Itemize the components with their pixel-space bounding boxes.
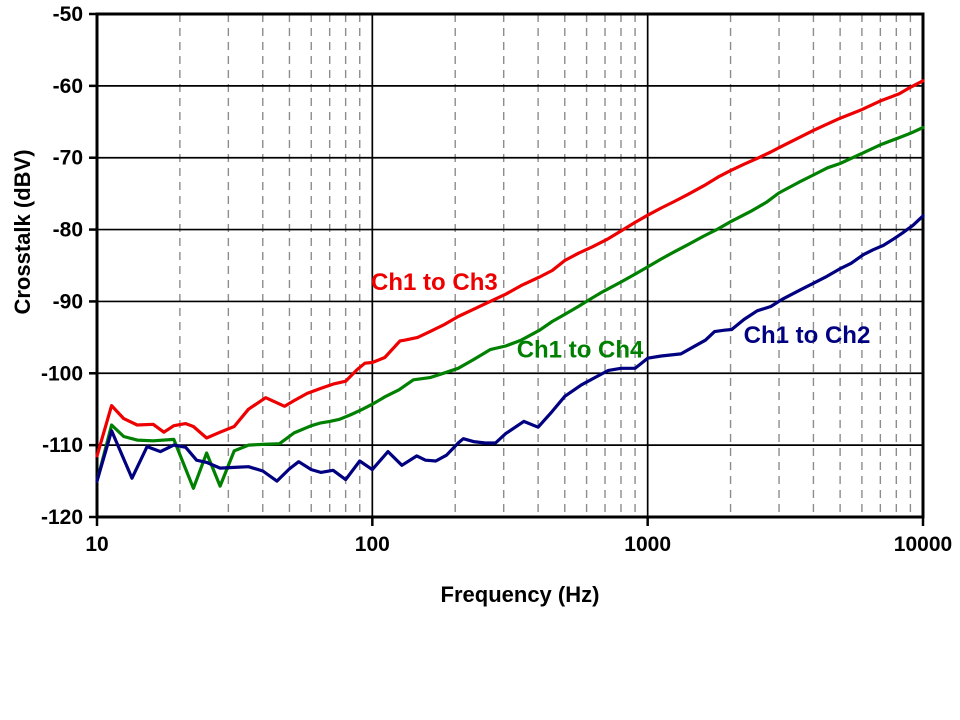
x-axis-title: Frequency (Hz) (441, 582, 600, 607)
plot-border (95, 12, 925, 519)
plot-border-rect (95, 12, 925, 519)
y-tick-label: -110 (42, 434, 83, 457)
series-lines (95, 79, 925, 490)
series-label-ch1-to-ch2: Ch1 to Ch2 (744, 322, 871, 349)
series-label-ch1-to-ch3: Ch1 to Ch3 (371, 269, 498, 296)
y-tick-label: -80 (53, 219, 83, 242)
series-line-ch1-to-ch4 (95, 125, 925, 490)
y-axis-title: Crosstalk (dBV) (10, 149, 35, 314)
y-tick-label: -50 (53, 3, 83, 26)
minor-gridlines (179, 14, 912, 517)
y-tick-label: -100 (41, 362, 83, 385)
x-tick-label: 1000 (624, 533, 671, 556)
major-gridlines (97, 14, 923, 517)
y-tick-label: -70 (53, 147, 83, 170)
series-line-ch1-to-ch3 (95, 79, 925, 458)
series-inline-labels: Ch1 to Ch3 Ch1 to Ch4 Ch1 to Ch2 (371, 269, 870, 364)
y-tick-label: -90 (53, 290, 83, 313)
series-label-ch1-to-ch4: Ch1 to Ch4 (517, 337, 644, 364)
y-tick-label: -120 (41, 506, 83, 529)
x-tick-label: 10000 (894, 533, 952, 556)
series-line-ch1-to-ch2 (95, 214, 925, 483)
x-tick-label: 10 (85, 533, 108, 556)
x-tick-label: 100 (355, 533, 390, 556)
y-tick-label: -60 (53, 75, 83, 98)
